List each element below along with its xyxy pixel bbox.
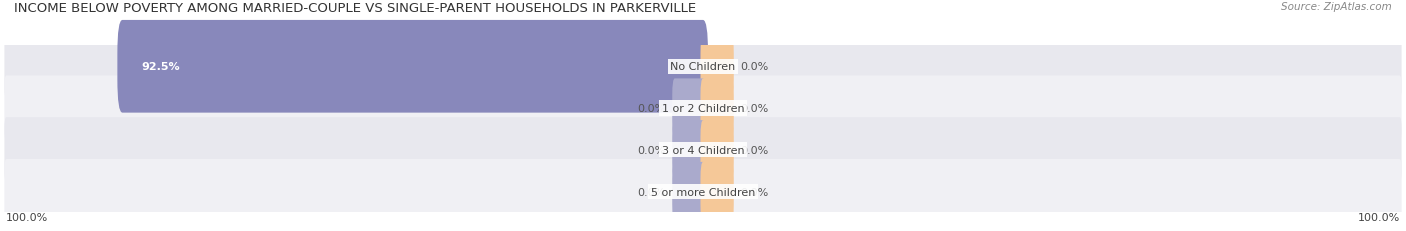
FancyBboxPatch shape	[700, 37, 734, 97]
Text: 3 or 4 Children: 3 or 4 Children	[662, 145, 744, 155]
Text: 5 or more Children: 5 or more Children	[651, 187, 755, 197]
FancyBboxPatch shape	[4, 76, 1402, 141]
Text: 100.0%: 100.0%	[1357, 213, 1400, 222]
FancyBboxPatch shape	[4, 159, 1402, 224]
FancyBboxPatch shape	[672, 79, 706, 138]
Text: 0.0%: 0.0%	[741, 62, 769, 72]
FancyBboxPatch shape	[700, 79, 734, 138]
Text: INCOME BELOW POVERTY AMONG MARRIED-COUPLE VS SINGLE-PARENT HOUSEHOLDS IN PARKERV: INCOME BELOW POVERTY AMONG MARRIED-COUPL…	[14, 2, 696, 15]
Text: 0.0%: 0.0%	[637, 145, 665, 155]
Text: No Children: No Children	[671, 62, 735, 72]
Text: 0.0%: 0.0%	[637, 103, 665, 114]
FancyBboxPatch shape	[4, 118, 1402, 182]
Text: 92.5%: 92.5%	[141, 62, 180, 72]
FancyBboxPatch shape	[672, 121, 706, 180]
FancyBboxPatch shape	[672, 162, 706, 221]
Text: 100.0%: 100.0%	[6, 213, 49, 222]
Text: 0.0%: 0.0%	[741, 103, 769, 114]
FancyBboxPatch shape	[700, 162, 734, 221]
FancyBboxPatch shape	[4, 35, 1402, 99]
Text: 0.0%: 0.0%	[741, 145, 769, 155]
Text: 0.0%: 0.0%	[637, 187, 665, 197]
Text: Source: ZipAtlas.com: Source: ZipAtlas.com	[1281, 2, 1392, 12]
Text: 0.0%: 0.0%	[741, 187, 769, 197]
Text: 1 or 2 Children: 1 or 2 Children	[662, 103, 744, 114]
FancyBboxPatch shape	[700, 121, 734, 180]
FancyBboxPatch shape	[117, 21, 709, 113]
